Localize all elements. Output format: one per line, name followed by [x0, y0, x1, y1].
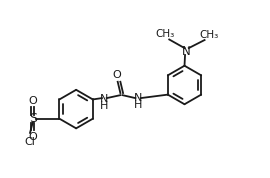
Text: N: N — [182, 45, 191, 58]
Text: CH₃: CH₃ — [156, 29, 175, 39]
Text: O: O — [28, 132, 37, 142]
Text: CH₃: CH₃ — [200, 30, 219, 40]
Text: O: O — [112, 70, 121, 80]
Text: N: N — [134, 93, 143, 103]
Text: N: N — [100, 94, 109, 104]
Text: S: S — [29, 112, 37, 125]
Text: Cl: Cl — [25, 137, 35, 147]
Text: H: H — [134, 100, 143, 110]
Text: O: O — [28, 96, 37, 106]
Text: H: H — [100, 101, 109, 111]
